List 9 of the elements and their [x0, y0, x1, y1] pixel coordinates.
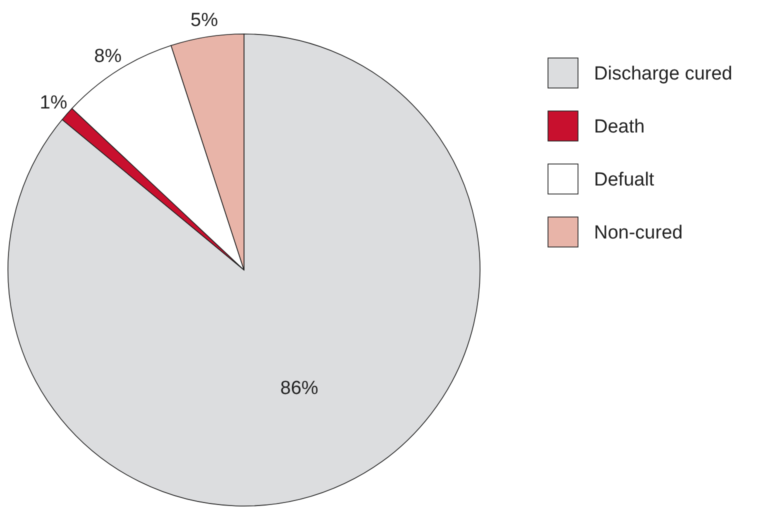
pie-slice [8, 34, 480, 506]
data-label: 8% [94, 46, 122, 68]
legend-label: Discharge cured [594, 64, 732, 85]
data-label: 86% [280, 378, 318, 400]
data-label: 1% [40, 92, 68, 114]
legend-label: Defualt [594, 170, 655, 191]
legend-label: Death [594, 116, 645, 138]
legend-label: Non-cured [594, 222, 683, 244]
data-label: 5% [190, 10, 218, 31]
